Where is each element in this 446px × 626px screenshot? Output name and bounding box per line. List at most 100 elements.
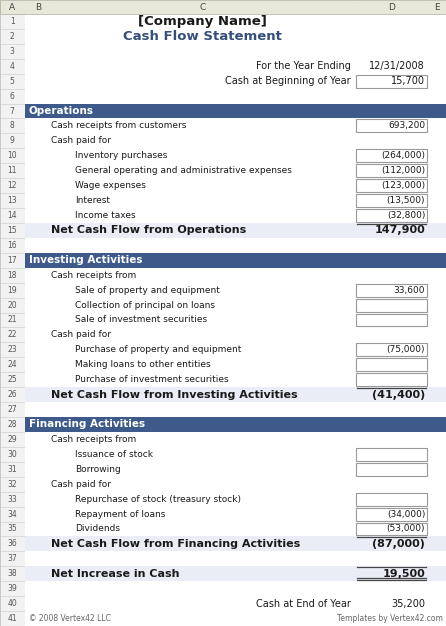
- Bar: [25, 59, 446, 74]
- Text: 14: 14: [8, 211, 17, 220]
- Text: (264,000): (264,000): [381, 151, 425, 160]
- Bar: [355, 523, 427, 535]
- Text: 41: 41: [8, 614, 17, 623]
- Bar: [25, 432, 446, 447]
- Bar: [25, 238, 446, 253]
- Text: A: A: [9, 3, 15, 11]
- Text: Investing Activities: Investing Activities: [29, 255, 142, 265]
- Bar: [25, 208, 446, 223]
- Text: (123,000): (123,000): [381, 181, 425, 190]
- Text: 40: 40: [8, 599, 17, 608]
- Text: (53,000): (53,000): [387, 525, 425, 533]
- Text: (75,000): (75,000): [387, 346, 425, 354]
- Bar: [25, 178, 446, 193]
- Text: 1: 1: [10, 17, 15, 26]
- Text: 4: 4: [10, 62, 15, 71]
- Text: Repurchase of stock (treasury stock): Repurchase of stock (treasury stock): [75, 495, 241, 504]
- Text: E: E: [434, 3, 440, 11]
- Text: 34: 34: [8, 510, 17, 518]
- Text: Cash at Beginning of Year: Cash at Beginning of Year: [225, 76, 351, 86]
- Text: 27: 27: [8, 405, 17, 414]
- Bar: [25, 357, 446, 372]
- Text: 32: 32: [8, 480, 17, 489]
- Text: 15,700: 15,700: [391, 76, 425, 86]
- Text: 39: 39: [8, 584, 17, 593]
- Text: 147,900: 147,900: [374, 225, 425, 235]
- Text: 10: 10: [8, 151, 17, 160]
- Text: 33: 33: [8, 495, 17, 504]
- Text: 30: 30: [8, 450, 17, 459]
- Text: (87,000): (87,000): [372, 539, 425, 549]
- Text: Cash at End of Year: Cash at End of Year: [256, 598, 351, 608]
- Text: Net Cash Flow from Investing Activities: Net Cash Flow from Investing Activities: [51, 389, 298, 399]
- Bar: [25, 223, 446, 238]
- Text: Templates by Vertex42.com: Templates by Vertex42.com: [337, 614, 443, 623]
- Bar: [25, 477, 446, 491]
- Bar: [25, 536, 446, 552]
- Bar: [25, 283, 446, 297]
- Bar: [355, 74, 427, 88]
- Text: 8: 8: [10, 121, 15, 130]
- Text: Borrowing: Borrowing: [75, 464, 121, 474]
- Bar: [355, 209, 427, 222]
- Text: 5: 5: [10, 76, 15, 86]
- Text: 19,500: 19,500: [382, 569, 425, 579]
- Text: Operations: Operations: [29, 106, 94, 116]
- Text: 11: 11: [8, 167, 17, 175]
- Bar: [25, 148, 446, 163]
- Text: © 2008 Vertex42 LLC: © 2008 Vertex42 LLC: [29, 614, 111, 623]
- Text: Purchase of investment securities: Purchase of investment securities: [75, 375, 229, 384]
- Bar: [355, 299, 427, 312]
- Text: 693,200: 693,200: [388, 121, 425, 130]
- Bar: [355, 358, 427, 371]
- Text: 37: 37: [8, 555, 17, 563]
- Bar: [25, 133, 446, 148]
- Bar: [355, 508, 427, 520]
- Bar: [355, 179, 427, 192]
- Text: 21: 21: [8, 316, 17, 324]
- Text: 23: 23: [8, 346, 17, 354]
- Text: 31: 31: [8, 464, 17, 474]
- Text: 12: 12: [8, 181, 17, 190]
- Bar: [25, 312, 446, 327]
- Bar: [25, 372, 446, 387]
- Text: For the Year Ending: For the Year Ending: [256, 61, 351, 71]
- Text: 19: 19: [8, 285, 17, 295]
- Text: Purchase of property and equipment: Purchase of property and equipment: [75, 346, 242, 354]
- Bar: [25, 447, 446, 462]
- Text: Cash receipts from: Cash receipts from: [51, 435, 136, 444]
- Bar: [355, 120, 427, 133]
- Bar: [25, 44, 446, 59]
- Bar: [355, 463, 427, 476]
- Bar: [25, 552, 446, 567]
- Text: Collection of principal on loans: Collection of principal on loans: [75, 300, 215, 310]
- Bar: [25, 567, 446, 581]
- Text: Cash receipts from customers: Cash receipts from customers: [51, 121, 187, 130]
- Bar: [25, 491, 446, 506]
- Text: 2: 2: [10, 32, 15, 41]
- Text: 13: 13: [8, 196, 17, 205]
- Bar: [0, 0, 446, 14]
- Text: 36: 36: [8, 540, 17, 548]
- Bar: [25, 596, 446, 611]
- Text: 7: 7: [10, 106, 15, 116]
- Text: Repayment of loans: Repayment of loans: [75, 510, 165, 518]
- Bar: [25, 193, 446, 208]
- Bar: [25, 521, 446, 536]
- Text: Interest: Interest: [75, 196, 110, 205]
- Bar: [355, 194, 427, 207]
- Text: C: C: [200, 3, 206, 11]
- Text: Cash receipts from: Cash receipts from: [51, 270, 136, 280]
- Bar: [355, 164, 427, 177]
- Text: 35: 35: [8, 525, 17, 533]
- Bar: [355, 493, 427, 506]
- Text: Cash paid for: Cash paid for: [51, 480, 112, 489]
- Text: 17: 17: [8, 256, 17, 265]
- Text: (32,800): (32,800): [387, 211, 425, 220]
- Bar: [25, 103, 446, 118]
- Bar: [25, 611, 446, 626]
- Text: Cash Flow Statement: Cash Flow Statement: [124, 30, 282, 43]
- Bar: [355, 314, 427, 327]
- Bar: [355, 284, 427, 297]
- Text: Net Cash Flow from Operations: Net Cash Flow from Operations: [51, 225, 247, 235]
